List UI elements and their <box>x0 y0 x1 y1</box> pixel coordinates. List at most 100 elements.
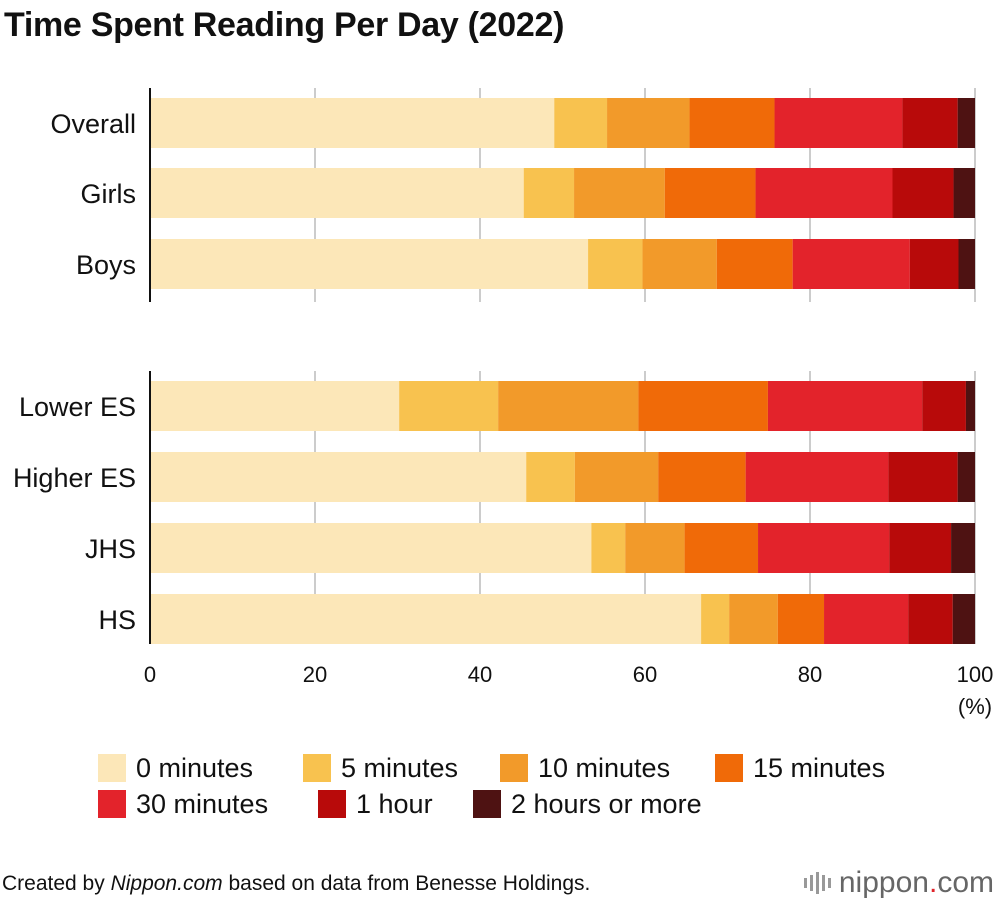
bar-segment-overall-5-minutes <box>554 98 608 148</box>
legend-row: 30 minutes 1 hour 2 hours or more <box>98 786 998 822</box>
category-label: Lower ES <box>19 392 136 422</box>
nippon-logo: nippon. com <box>803 866 994 900</box>
bar-segment-boys-1-hour <box>909 239 959 289</box>
bar-segment-lower-es-15-minutes <box>638 381 768 431</box>
logo-name: nippon <box>838 866 929 899</box>
x-tick-label: 60 <box>633 662 657 687</box>
bar-segment-boys-15-minutes <box>716 239 793 289</box>
bar-segment-higher-es-10-minutes <box>574 452 659 502</box>
x-unit-label: (%) <box>958 694 992 719</box>
credit-prefix: Created by <box>2 872 111 895</box>
bar-segment-girls-10-minutes <box>574 168 665 218</box>
legend-swatch <box>500 754 528 782</box>
bars <box>150 98 975 644</box>
bar-segment-girls-30-minutes <box>755 168 893 218</box>
bar-segment-hs-15-minutes <box>777 594 825 644</box>
legend-swatch <box>98 754 126 782</box>
bar-segment-jhs-0-minutes <box>150 523 592 573</box>
category-label: Overall <box>50 109 136 139</box>
legend-swatch <box>473 790 501 818</box>
legend-label: 30 minutes <box>136 788 269 819</box>
bar-segment-lower-es-2-hours-or-more <box>965 381 975 431</box>
legend-item-15-minutes: 15 minutes <box>715 753 885 784</box>
credit-suffix: based on data from Benesse Holdings. <box>222 872 591 895</box>
bar-segment-hs-2-hours-or-more <box>952 594 975 644</box>
bar-segment-jhs-5-minutes <box>591 523 626 573</box>
bar-segment-jhs-10-minutes <box>625 523 685 573</box>
x-axis-ticks: 0 20 40 60 80 100 (%) <box>144 662 993 719</box>
bar-segment-higher-es-1-hour <box>888 452 958 502</box>
bar-segment-overall-10-minutes <box>607 98 690 148</box>
bar-segment-lower-es-0-minutes <box>150 381 400 431</box>
bar-segment-hs-30-minutes <box>824 594 909 644</box>
bar-segment-higher-es-2-hours-or-more <box>957 452 975 502</box>
chart-title: Time Spent Reading Per Day (2022) <box>4 6 565 44</box>
bar-segment-hs-10-minutes <box>729 594 778 644</box>
bar-segment-hs-5-minutes <box>701 594 730 644</box>
legend-label: 0 minutes <box>136 752 254 783</box>
bar-segment-lower-es-10-minutes <box>498 381 639 431</box>
bar-segment-lower-es-1-hour <box>922 381 966 431</box>
legend-label: 10 minutes <box>538 752 671 783</box>
bar-segment-overall-15-minutes <box>689 98 775 148</box>
category-label: Girls <box>81 179 137 209</box>
bar-segment-boys-5-minutes <box>588 239 643 289</box>
legend-item-2-hours-or-more: 2 hours or more <box>473 789 702 820</box>
category-label: JHS <box>85 534 136 564</box>
legend-item-5-minutes: 5 minutes <box>303 753 500 784</box>
category-label: Higher ES <box>13 463 136 493</box>
legend-label: 2 hours or more <box>511 788 702 819</box>
bar-segment-jhs-2-hours-or-more <box>951 523 975 573</box>
bar-segment-overall-0-minutes <box>150 98 555 148</box>
bar-segment-boys-30-minutes <box>792 239 910 289</box>
source-credit: Created by Nippon.com based on data from… <box>2 872 590 896</box>
bar-segment-higher-es-30-minutes <box>745 452 889 502</box>
legend-swatch <box>98 790 126 818</box>
bar-segment-girls-1-hour <box>892 168 954 218</box>
bar-segment-higher-es-0-minutes <box>150 452 527 502</box>
category-label: HS <box>98 605 136 635</box>
legend-row: 0 minutes 5 minutes 10 minutes 15 minute… <box>98 750 998 786</box>
legend-swatch <box>715 754 743 782</box>
bar-segment-higher-es-5-minutes <box>526 452 575 502</box>
bar-segment-girls-5-minutes <box>523 168 575 218</box>
legend-label: 5 minutes <box>341 752 459 783</box>
bar-segment-jhs-15-minutes <box>684 523 759 573</box>
legend-item-10-minutes: 10 minutes <box>500 753 715 784</box>
legend: 0 minutes 5 minutes 10 minutes 15 minute… <box>98 750 998 822</box>
x-tick-label: 0 <box>144 662 156 687</box>
stacked-bar-chart: Overall Girls Boys Lower ES Higher ES JHS HS 0… <box>13 88 993 719</box>
x-tick-label: 80 <box>798 662 822 687</box>
bar-segment-overall-30-minutes <box>774 98 903 148</box>
legend-label: 15 minutes <box>753 752 886 783</box>
bar-segment-lower-es-5-minutes <box>399 381 499 431</box>
bar-segment-boys-2-hours-or-more <box>958 239 975 289</box>
x-tick-label: 40 <box>468 662 492 687</box>
legend-swatch <box>303 754 331 782</box>
logo-dot: . <box>928 866 938 899</box>
bar-segment-girls-15-minutes <box>664 168 756 218</box>
bar-segment-hs-1-hour <box>908 594 953 644</box>
bar-segment-girls-0-minutes <box>150 168 524 218</box>
bar-segment-jhs-1-hour <box>889 523 952 573</box>
bar-segment-higher-es-15-minutes <box>658 452 746 502</box>
category-labels: Overall Girls Boys Lower ES Higher ES JHS HS <box>13 109 136 635</box>
legend-item-30-minutes: 30 minutes <box>98 789 318 820</box>
legend-swatch <box>318 790 346 818</box>
legend-item-1-hour: 1 hour <box>318 789 473 820</box>
bar-segment-hs-0-minutes <box>150 594 702 644</box>
bar-segment-overall-2-hours-or-more <box>957 98 975 148</box>
bar-segment-lower-es-30-minutes <box>767 381 923 431</box>
category-label: Boys <box>76 250 136 280</box>
bar-segment-girls-2-hours-or-more <box>953 168 975 218</box>
bar-segment-boys-0-minutes <box>150 239 589 289</box>
logo-mark-icon <box>803 872 831 894</box>
bar-segment-overall-1-hour <box>902 98 958 148</box>
x-tick-label: 100 <box>957 662 994 687</box>
credit-site: Nippon.com <box>110 872 223 895</box>
legend-label: 1 hour <box>356 788 433 819</box>
bar-segment-jhs-30-minutes <box>758 523 890 573</box>
x-tick-label: 20 <box>303 662 327 687</box>
logo-tld: com <box>937 866 994 899</box>
legend-item-0-minutes: 0 minutes <box>98 753 303 784</box>
